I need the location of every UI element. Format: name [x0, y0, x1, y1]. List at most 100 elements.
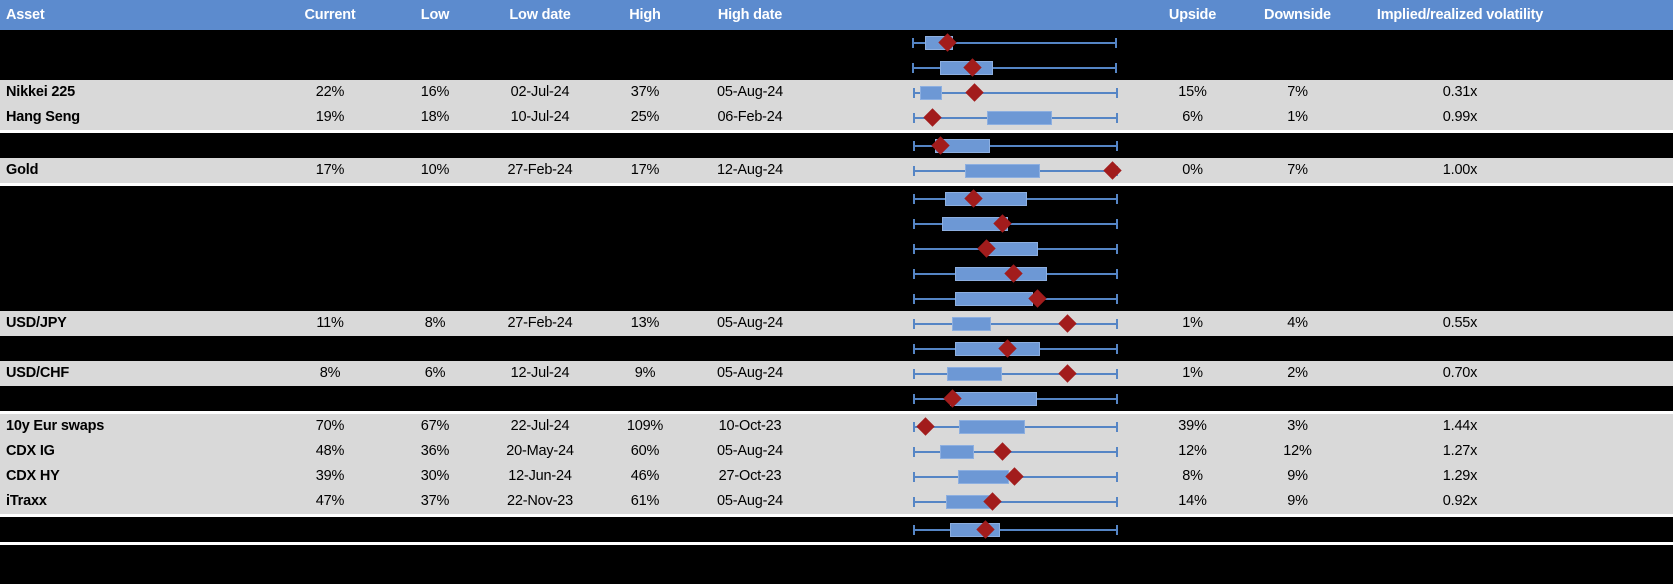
range-box: [946, 366, 1003, 381]
high-date: 05-Aug-24: [717, 493, 783, 510]
range-whisker: [912, 450, 1118, 453]
asset-name: CDX HY: [6, 468, 60, 485]
range-whisker: [912, 500, 1118, 503]
whisker-cap-left: [912, 193, 915, 204]
current-marker-icon: [993, 442, 1012, 461]
range-box: [945, 191, 1027, 206]
redacted-row: [0, 517, 1673, 542]
whisker-cap-right: [1115, 393, 1118, 404]
table-body: Nikkei 225 22% 16% 02-Jul-24 37% 05-Aug-24 15%…: [0, 30, 1673, 545]
box-plot: [820, 236, 1135, 261]
whisker-cap-right: [1115, 318, 1118, 329]
whisker-cap-left: [912, 368, 915, 379]
redacted-row: [0, 386, 1673, 411]
low-date: 22-Nov-23: [507, 493, 573, 510]
downside-value: 7%: [1287, 84, 1308, 101]
high-value: 46%: [630, 468, 660, 485]
current-value: 70%: [315, 418, 345, 435]
upside-value: 8%: [1182, 468, 1203, 485]
box-plot: [820, 286, 1135, 311]
asset-name: Gold: [6, 162, 39, 179]
current-marker-icon: [1058, 314, 1078, 333]
implied-realized-value: 1.44x: [1442, 418, 1478, 435]
whisker-cap-left: [912, 268, 915, 279]
high-value: 37%: [630, 84, 660, 101]
asset-name: USD/JPY: [6, 315, 67, 332]
box-plot: [820, 261, 1135, 286]
current-value: 17%: [315, 162, 345, 179]
box-plot: [820, 489, 1135, 514]
redacted-row: [0, 55, 1673, 80]
whisker-cap-right: [1115, 193, 1118, 204]
redacted-row: [0, 236, 1673, 261]
whisker-cap-right: [1115, 524, 1118, 535]
range-whisker: [912, 222, 1118, 225]
low-value: 6%: [424, 365, 446, 382]
high-date: 05-Aug-24: [717, 84, 783, 101]
range-box: [955, 291, 1033, 306]
whisker-cap-left: [912, 393, 915, 404]
whisker-cap-right: [1115, 112, 1118, 123]
whisker-cap-right: [1115, 62, 1118, 73]
whisker-cap-left: [912, 112, 915, 123]
current-value: 8%: [319, 365, 341, 382]
low-value: 16%: [420, 84, 450, 101]
range-whisker: [912, 372, 1118, 375]
upside-value: 39%: [1178, 418, 1207, 435]
implied-realized-value: 0.92x: [1442, 493, 1478, 510]
implied-realized-value: 0.31x: [1442, 84, 1478, 101]
table-row: Gold 17% 10% 27-Feb-24 17% 12-Aug-24 0% 7% 1.00x: [0, 158, 1673, 183]
low-date: 27-Feb-24: [507, 315, 573, 332]
redacted-row: [0, 286, 1673, 311]
table-row: CDX HY 39% 30% 12-Jun-24 46% 27-Oct-23 8% 9% 1.2…: [0, 464, 1673, 489]
redacted-row: [0, 336, 1673, 361]
range-box: [964, 163, 1040, 178]
current-value: 11%: [316, 315, 344, 332]
high-date: 06-Feb-24: [717, 109, 783, 126]
box-plot: [820, 30, 1135, 55]
whisker-cap-left: [912, 496, 915, 507]
column-header-implied-realized: Implied/realized volatility: [1376, 6, 1544, 23]
box-plot: [820, 158, 1135, 183]
whisker-cap-right: [1115, 421, 1118, 432]
whisker-cap-left: [912, 293, 915, 304]
section-divider: [0, 514, 1673, 517]
high-date: 05-Aug-24: [717, 365, 783, 382]
downside-value: 7%: [1287, 162, 1308, 179]
low-date: 12-Jul-24: [510, 365, 570, 382]
whisker-cap-left: [912, 524, 915, 535]
current-marker-icon: [916, 417, 935, 436]
asset-name: Hang Seng: [6, 109, 80, 126]
high-value: 25%: [630, 109, 660, 126]
range-whisker: [911, 41, 1118, 44]
box-plot: [820, 336, 1135, 361]
high-date: 10-Oct-23: [718, 418, 782, 435]
high-value: 109%: [626, 418, 664, 435]
table-row: Nikkei 225 22% 16% 02-Jul-24 37% 05-Aug-24 15%…: [0, 80, 1673, 105]
box-plot: [820, 414, 1135, 439]
section-divider: [0, 130, 1673, 133]
upside-value: 1%: [1182, 365, 1203, 382]
table-row: CDX IG 48% 36% 20-May-24 60% 05-Aug-24 12% 12% 1…: [0, 439, 1673, 464]
range-box: [986, 110, 1053, 125]
range-box: [939, 444, 975, 459]
box-plot: [820, 517, 1135, 542]
box-plot: [820, 439, 1135, 464]
range-box: [919, 85, 942, 100]
whisker-cap-left: [911, 62, 914, 73]
whisker-cap-right: [1115, 446, 1118, 457]
high-date: 27-Oct-23: [718, 468, 782, 485]
whisker-cap-right: [1115, 218, 1118, 229]
downside-value: 1%: [1287, 109, 1308, 126]
current-marker-icon: [965, 83, 985, 102]
downside-value: 12%: [1283, 443, 1312, 460]
low-value: 67%: [420, 418, 450, 435]
column-header-asset: Asset: [6, 6, 45, 23]
high-value: 17%: [630, 162, 660, 179]
range-box: [955, 266, 1048, 281]
table-row: Hang Seng 19% 18% 10-Jul-24 25% 06-Feb-24 6% 1%…: [0, 105, 1673, 130]
upside-value: 12%: [1178, 443, 1207, 460]
current-marker-icon: [1103, 161, 1123, 180]
low-value: 30%: [420, 468, 450, 485]
implied-realized-value: 1.27x: [1442, 443, 1478, 460]
